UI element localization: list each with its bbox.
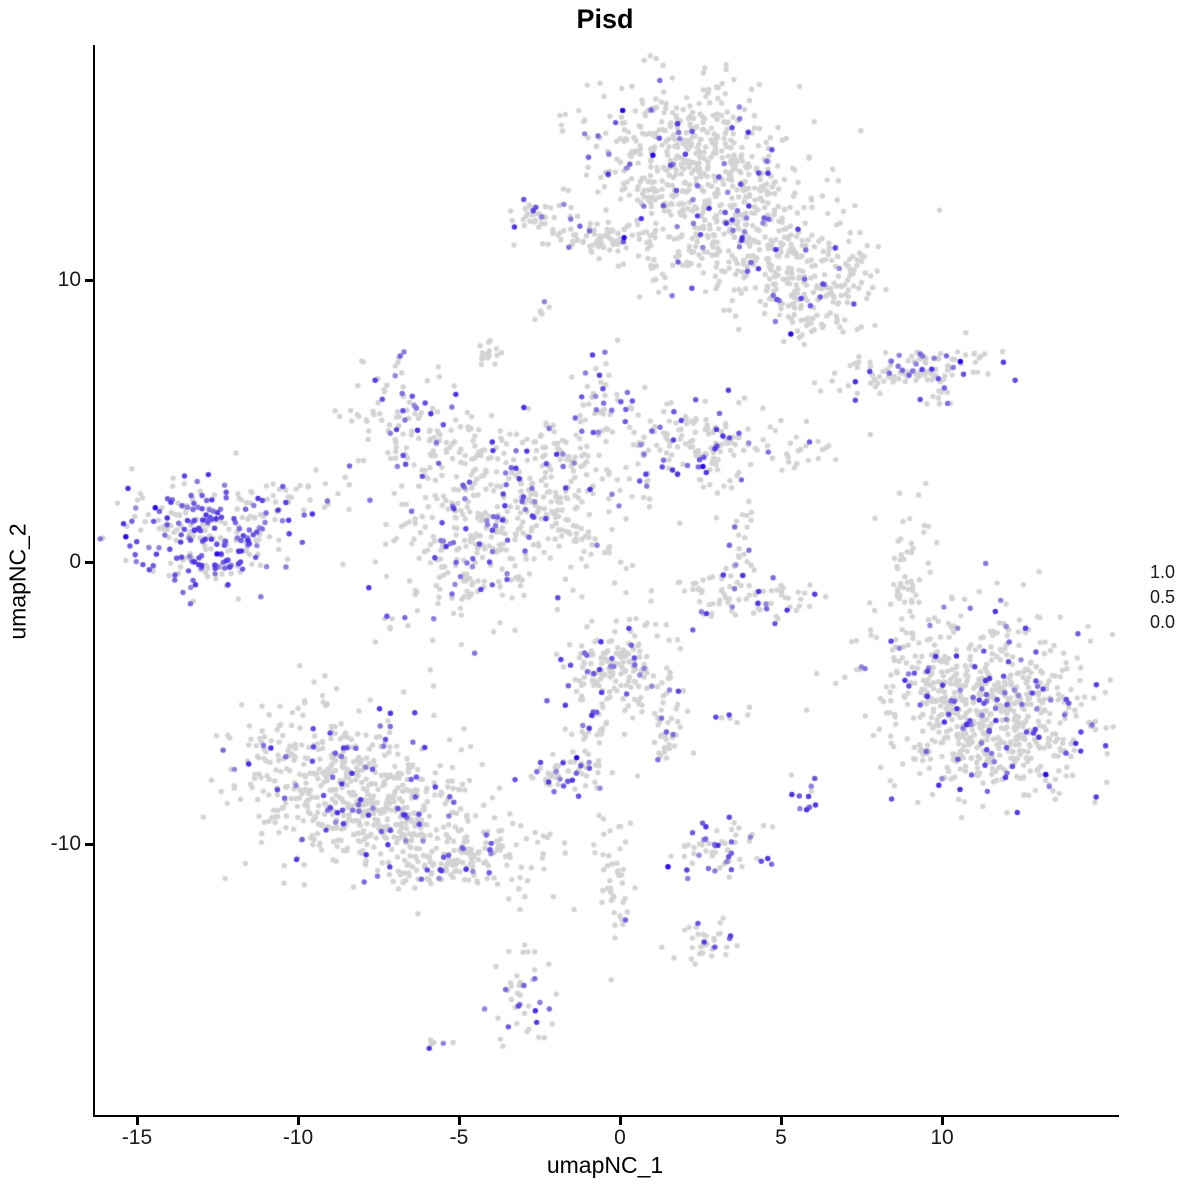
x-axis-line [93, 1115, 1119, 1117]
x-tick-mark [297, 1117, 300, 1125]
x-tick-label: -15 [121, 1126, 153, 1149]
x-tick-label: 5 [775, 1126, 787, 1149]
legend-gradient-bar [1128, 548, 1143, 626]
x-tick-mark [780, 1117, 783, 1125]
y-axis-title: umapNC_2 [4, 523, 31, 640]
x-tick-label: -10 [282, 1126, 314, 1149]
y-tick-mark [85, 561, 93, 564]
x-tick-label: -5 [449, 1126, 469, 1149]
legend-label-low: 0.0 [1150, 612, 1176, 632]
legend-tick-0.0 [1128, 621, 1143, 623]
x-tick-mark [941, 1117, 944, 1125]
x-tick-label: 0 [614, 1126, 626, 1149]
y-axis-line [93, 45, 95, 1117]
legend-label-mid: 0.5 [1150, 587, 1176, 607]
x-tick-label: 10 [930, 1126, 954, 1149]
y-tick-label: -10 [50, 832, 81, 855]
y-tick-mark [85, 843, 93, 846]
legend-label-high: 1.0 [1150, 562, 1176, 582]
y-tick-label: 0 [69, 550, 81, 573]
y-tick-label: 10 [57, 268, 81, 291]
x-tick-mark [619, 1117, 622, 1125]
legend-tick-0.5 [1128, 596, 1143, 598]
legend-tick-1.0 [1128, 571, 1143, 573]
x-tick-mark [136, 1117, 139, 1125]
x-tick-mark [458, 1117, 461, 1125]
y-tick-mark [85, 279, 93, 282]
plot-title: Pisd [576, 4, 634, 34]
x-axis-title: umapNC_1 [546, 1152, 664, 1178]
